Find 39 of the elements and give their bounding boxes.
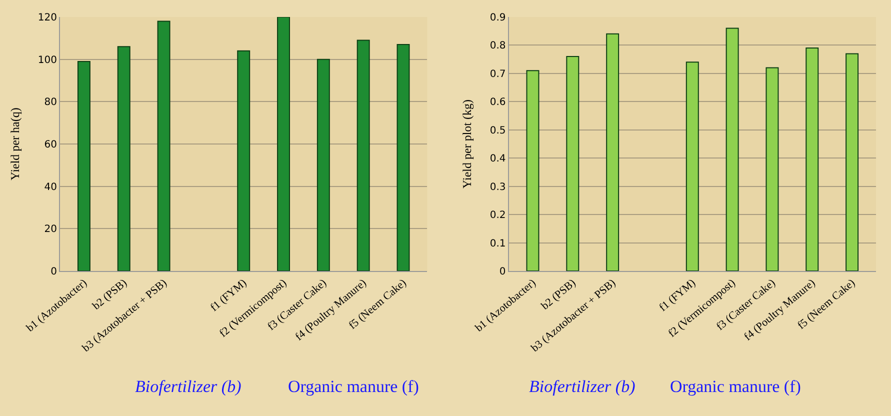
text: Biofertilizer (b) <box>135 377 242 396</box>
y-tick-label: 0.4 <box>490 154 506 165</box>
bar <box>316 58 330 271</box>
y-tick-label: 0.3 <box>490 182 506 193</box>
bar <box>806 48 819 271</box>
bar <box>237 50 250 271</box>
y-tick-label: 0.1 <box>490 238 506 250</box>
y-tick-label: 0.2 <box>490 210 506 222</box>
y-tick-label: 20 <box>44 224 57 236</box>
text: Biofertilizer (b) <box>529 377 636 396</box>
bar <box>77 60 90 271</box>
y-axis-title: Yield per ha(q) <box>8 108 22 180</box>
y-tick-label: 0 <box>50 266 57 278</box>
y-tick-label: 60 <box>44 140 57 150</box>
y-tick-label: 0.9 <box>490 12 506 24</box>
bar <box>277 17 290 271</box>
y-axis-title: Yield per plot (kg) <box>460 100 474 188</box>
bar <box>726 28 739 271</box>
y-tick-label: 80 <box>44 97 57 108</box>
bar <box>846 53 859 271</box>
y-tick-label: 120 <box>38 12 57 24</box>
y-tick-label: 0.8 <box>490 40 506 52</box>
y-tick-label: 0.5 <box>490 125 506 136</box>
text: Organic manure (f) <box>288 377 419 396</box>
bar <box>356 40 370 271</box>
bar <box>157 20 170 271</box>
y-tick-label: 0 <box>499 266 506 278</box>
bar <box>526 70 540 271</box>
text: Organic manure (f) <box>670 377 801 396</box>
bar <box>686 62 699 271</box>
bar <box>566 56 580 271</box>
bar <box>766 67 779 271</box>
bar <box>117 46 130 271</box>
y-tick-label: 0.7 <box>490 68 506 80</box>
y-tick-label: 40 <box>44 182 57 193</box>
y-tick-label: 100 <box>38 54 57 66</box>
bar <box>396 44 410 271</box>
bar <box>606 33 620 271</box>
y-tick-label: 0.6 <box>490 97 506 108</box>
